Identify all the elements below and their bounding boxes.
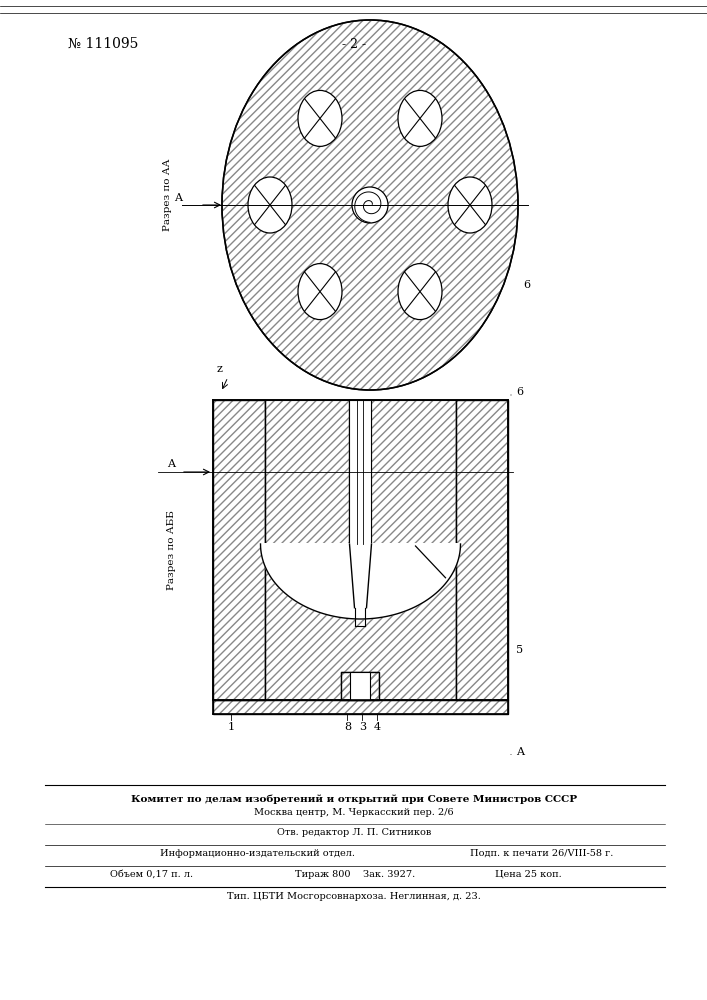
Bar [456, 400, 508, 700]
Bar [265, 400, 349, 544]
Text: 4: 4 [374, 722, 381, 732]
Text: Тип. ЦБТИ Мосгорсовнархоза. Неглинная, д. 23.: Тип. ЦБТИ Мосгорсовнархоза. Неглинная, д… [227, 892, 481, 901]
Bar [341, 672, 380, 700]
Ellipse shape [222, 20, 518, 390]
Bar [349, 400, 371, 544]
Text: Цена 25 коп.: Цена 25 коп. [495, 870, 562, 879]
Text: 8: 8 [344, 722, 351, 732]
Bar [351, 672, 370, 700]
Ellipse shape [298, 90, 342, 146]
Ellipse shape [298, 264, 342, 320]
Text: Подп. к печати 26/VIII-58 г.: Подп. к печати 26/VIII-58 г. [470, 849, 614, 858]
Text: 6: 6 [523, 280, 530, 290]
Ellipse shape [248, 177, 292, 233]
Text: z: z [217, 364, 223, 374]
Ellipse shape [398, 264, 442, 320]
Text: A: A [516, 747, 524, 757]
Text: Тираж 800    Зак. 3927.: Тираж 800 Зак. 3927. [295, 870, 415, 879]
Text: Москва центр, М. Черкасский пер. 2/6: Москва центр, М. Черкасский пер. 2/6 [255, 808, 454, 817]
Bar [265, 544, 456, 700]
Text: Объем 0,17 п. л.: Объем 0,17 п. л. [110, 870, 193, 879]
Bar [265, 544, 456, 700]
Bar [213, 700, 508, 714]
Circle shape [352, 187, 388, 223]
Text: 3: 3 [359, 722, 366, 732]
Text: 6: 6 [516, 387, 523, 397]
Text: 5: 5 [516, 645, 523, 655]
Text: Отв. редактор Л. П. Ситников: Отв. редактор Л. П. Ситников [277, 828, 431, 837]
Bar [213, 400, 265, 700]
Bar [371, 400, 456, 544]
Text: Разрез по АББ: Разрез по АББ [168, 510, 177, 590]
Bar [456, 400, 508, 700]
Bar [341, 672, 380, 700]
Bar [213, 700, 508, 714]
Text: № 111095: № 111095 [68, 37, 139, 51]
Text: 1: 1 [228, 722, 235, 732]
Bar [265, 400, 349, 544]
Text: A: A [174, 193, 182, 203]
Text: A: A [167, 459, 175, 469]
Text: - 2 -: - 2 - [342, 38, 366, 51]
Text: Информационно-издательский отдел.: Информационно-издательский отдел. [160, 849, 355, 858]
Text: Комитет по делам изобретений и открытий при Совете Министров СССР: Комитет по делам изобретений и открытий … [131, 794, 577, 804]
Bar [371, 400, 456, 544]
Text: Разрез по АА: Разрез по АА [163, 159, 173, 231]
Bar [213, 400, 265, 700]
Polygon shape [260, 544, 460, 619]
Ellipse shape [448, 177, 492, 233]
Ellipse shape [398, 90, 442, 146]
Bar [213, 400, 508, 700]
